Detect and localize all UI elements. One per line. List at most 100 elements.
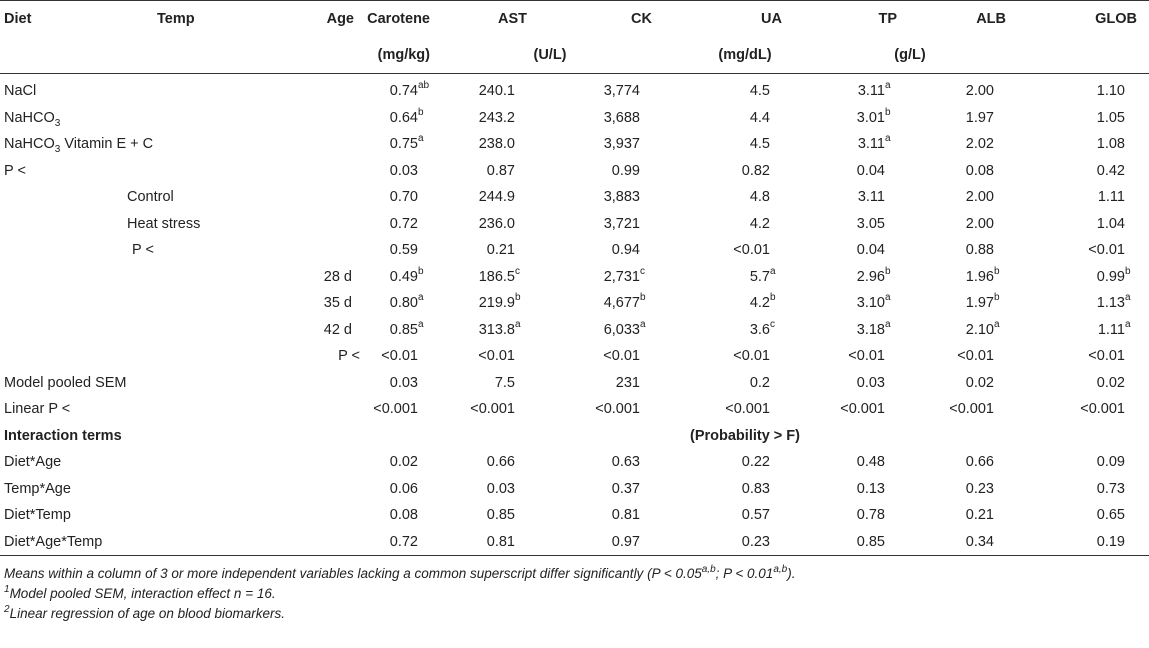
- table-row: P < 0.03 0.87 0.99 0.82 0.04 0.08 0.42: [0, 158, 1149, 185]
- cell-tp: 2.96b: [856, 265, 891, 285]
- units-carotene: (mg/kg): [360, 37, 430, 74]
- cell-age: [280, 211, 360, 238]
- header-alb: ALB: [976, 11, 1006, 27]
- cell-carotene: 0.02: [389, 454, 418, 471]
- header-ast: AST: [498, 11, 527, 27]
- column-header-row: Diet Temp Age Carotene AST CK UA TP ALB …: [0, 1, 1149, 37]
- cell-diet: [0, 237, 130, 264]
- cell-ast: 243.2: [478, 109, 515, 126]
- cell-alb: 2.00: [965, 83, 994, 100]
- cell-ua: <0.01: [733, 242, 770, 259]
- interaction-term: Diet*Age*Temp: [0, 528, 360, 556]
- table-row: Diet*Temp 0.08 0.85 0.81 0.57 0.78 0.21 0.65: [0, 502, 1149, 529]
- cell-carotene: <0.001: [373, 401, 418, 418]
- cell-ck: 3,774: [603, 83, 640, 100]
- cell-temp: [130, 264, 280, 291]
- cell-ast: 240.1: [478, 83, 515, 100]
- cell-age: 42 d: [323, 321, 352, 338]
- table-row: Diet*Age*Temp 0.72 0.81 0.97 0.23 0.85 0.34 0.1…: [0, 528, 1149, 556]
- cell-ck: <0.01: [603, 348, 640, 365]
- cell-ua: 0.57: [741, 507, 770, 524]
- header-tp: TP: [878, 11, 897, 27]
- cell-glob: 1.04: [1096, 215, 1125, 232]
- cell-carotene: 0.85a: [389, 318, 424, 338]
- cell-ck: 3,937: [603, 136, 640, 153]
- cell-tp: 3.01b: [856, 106, 891, 126]
- cell-carotene: 0.03: [389, 162, 418, 179]
- cell-alb: 2.00: [965, 189, 994, 206]
- cell-ast: 236.0: [478, 215, 515, 232]
- cell-alb: 2.00: [965, 215, 994, 232]
- cell-alb: 0.88: [965, 242, 994, 259]
- cell-diet: NaHCO3: [4, 109, 61, 129]
- cell-ck: 231: [615, 374, 640, 391]
- units-ast-ck: (U/L): [430, 37, 670, 74]
- cell-ck: 0.99: [611, 162, 640, 179]
- cell-carotene: 0.70: [389, 189, 418, 206]
- cell-ua: 4.2: [749, 215, 770, 232]
- cell-alb: <0.01: [957, 348, 994, 365]
- cell-alb: 1.97b: [965, 292, 1000, 312]
- cell-ua: 4.8: [749, 189, 770, 206]
- cell-ast: 313.8a: [478, 318, 521, 338]
- cell-ast: 0.85: [486, 507, 515, 524]
- cell-ck: 3,688: [603, 109, 640, 126]
- header-ua: UA: [761, 11, 782, 27]
- table-row: 28 d 0.49b 186.5c 2,731c 5.7a 2.96b 1.96b 0.99b: [0, 264, 1149, 291]
- cell-tp: <0.001: [840, 401, 885, 418]
- cell-tp: 3.11a: [857, 80, 891, 100]
- cell-tp: <0.01: [848, 348, 885, 365]
- cell-age: [280, 158, 360, 185]
- header-age: Age: [326, 11, 354, 27]
- cell-ast: 7.5: [494, 374, 515, 391]
- cell-ast: <0.01: [478, 348, 515, 365]
- cell-diet: Linear P <: [4, 401, 71, 418]
- units-ua: (mg/dL): [670, 37, 800, 74]
- table-row: NaHCO3 0.64b 243.2 3,688 4.4 3.01b 1.97 1.05: [0, 105, 1149, 132]
- cell-tp: 3.18a: [856, 318, 891, 338]
- cell-ck: 3,883: [603, 189, 640, 206]
- table-row: NaHCO3 Vitamin E + C 0.75a 238.0 3,937 4.5 3.…: [0, 131, 1149, 158]
- table-row: P < <0.01 <0.01 <0.01 <0.01 <0.01 <0.01 <0.01: [0, 343, 1149, 370]
- cell-ast: 219.9b: [478, 292, 521, 312]
- cell-tp: 3.05: [856, 215, 885, 232]
- cell-ast: 0.03: [486, 480, 515, 497]
- header-glob: GLOB: [1095, 11, 1137, 27]
- cell-carotene: 0.80a: [389, 292, 424, 312]
- interaction-term: Diet*Temp: [4, 507, 71, 524]
- cell-ua: 0.83: [741, 480, 770, 497]
- cell-ast: 244.9: [478, 189, 515, 206]
- table-row: Diet*Age 0.02 0.66 0.63 0.22 0.48 0.66 0.09: [0, 449, 1149, 476]
- table-footnotes: Means within a column of 3 or more indep…: [4, 564, 795, 624]
- cell-ua: 4.2b: [749, 292, 776, 312]
- cell-carotene: 0.74ab: [389, 80, 430, 100]
- table-row: 42 d 0.85a 313.8a 6,033a 3.6c 3.18a 2.10a 1.11a: [0, 317, 1149, 344]
- cell-glob: 1.11a: [1097, 318, 1131, 338]
- interaction-term: Diet*Age: [4, 454, 62, 471]
- cell-ua: 4.5: [749, 136, 770, 153]
- cell-age: 28 d: [323, 268, 352, 285]
- cell-carotene: 0.59: [389, 242, 418, 259]
- cell-diet: NaCl: [4, 83, 37, 100]
- cell-diet: P <: [4, 162, 26, 179]
- cell-ua: 0.82: [741, 162, 770, 179]
- cell-glob: 1.13a: [1096, 292, 1131, 312]
- cell-ck: 4,677b: [603, 292, 646, 312]
- cell-tp: 3.10a: [856, 292, 891, 312]
- cell-ast: 0.87: [486, 162, 515, 179]
- cell-ck: <0.001: [595, 401, 640, 418]
- table-row: Linear P < <0.001 <0.001 <0.001 <0.001 <0.001…: [0, 396, 1149, 423]
- cell-temp: [130, 370, 280, 397]
- cell-glob: <0.01: [1088, 348, 1125, 365]
- cell-glob: 0.99b: [1096, 265, 1131, 285]
- cell-carotene: 0.72: [360, 528, 430, 556]
- cell-alb: <0.001: [949, 401, 994, 418]
- cell-carotene: 0.03: [389, 374, 418, 391]
- cell-diet: [0, 264, 130, 291]
- cell-temp: [130, 317, 280, 344]
- cell-tp: 0.04: [856, 242, 885, 259]
- cell-ua: 3.6c: [749, 318, 775, 338]
- table-row: NaCl 0.74ab 240.1 3,774 4.5 3.11a 2.00 1.10: [0, 74, 1149, 105]
- cell-temp: P <: [132, 242, 154, 259]
- cell-diet: [0, 317, 130, 344]
